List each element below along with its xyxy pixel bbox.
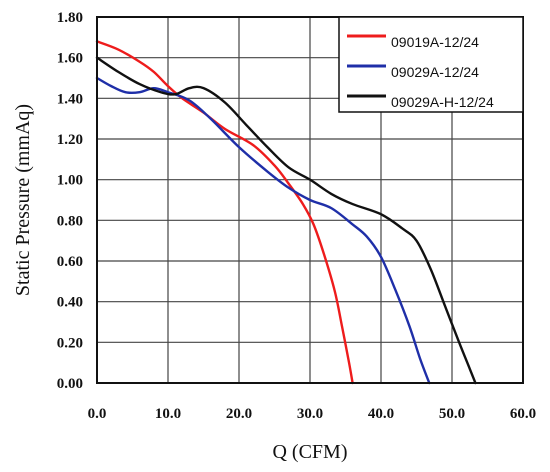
- x-tick-label: 0.0: [88, 406, 107, 422]
- legend-label-1: 09019A-12/24: [391, 34, 479, 50]
- x-tick-label: 30.0: [297, 406, 323, 422]
- y-tick-label: 0.20: [57, 335, 83, 351]
- legend-label-3: 09029A-H-12/24: [391, 94, 494, 110]
- series-lines: [95, 40, 477, 385]
- y-tick-label: 0.40: [57, 295, 83, 311]
- x-tick-label: 10.0: [155, 406, 181, 422]
- x-tick-label: 40.0: [368, 406, 394, 422]
- y-tick-label: 0.80: [57, 213, 83, 229]
- plot-frame: [96, 16, 524, 384]
- y-tick-label: 1.60: [57, 51, 83, 67]
- x-tick-label: 20.0: [226, 406, 252, 422]
- y-tick-label: 0.00: [57, 376, 83, 392]
- series-line-1: [95, 40, 354, 385]
- legend: 09019A-12/24 09029A-12/24 09029A-H-12/24: [338, 16, 524, 113]
- tick-labels: 0.0 10.0 20.0 30.0 40.0 50.0 60.0 0.00 0.20 0.40 0…: [57, 10, 536, 422]
- y-tick-label: 1.00: [57, 173, 83, 189]
- series-line-2: [95, 76, 431, 385]
- y-tick-label: 1.20: [57, 132, 83, 148]
- legend-label-2: 09029A-12/24: [391, 64, 479, 80]
- x-tick-label: 60.0: [510, 406, 536, 422]
- y-tick-label: 0.60: [57, 254, 83, 270]
- x-tick-label: 50.0: [439, 406, 465, 422]
- y-tick-label: 1.80: [57, 10, 83, 26]
- y-tick-label: 1.40: [57, 91, 83, 107]
- x-axis-label: Q (CFM): [272, 441, 347, 463]
- series-line-3: [95, 56, 477, 385]
- y-axis-label: Static Pressure (mmAq): [12, 104, 34, 296]
